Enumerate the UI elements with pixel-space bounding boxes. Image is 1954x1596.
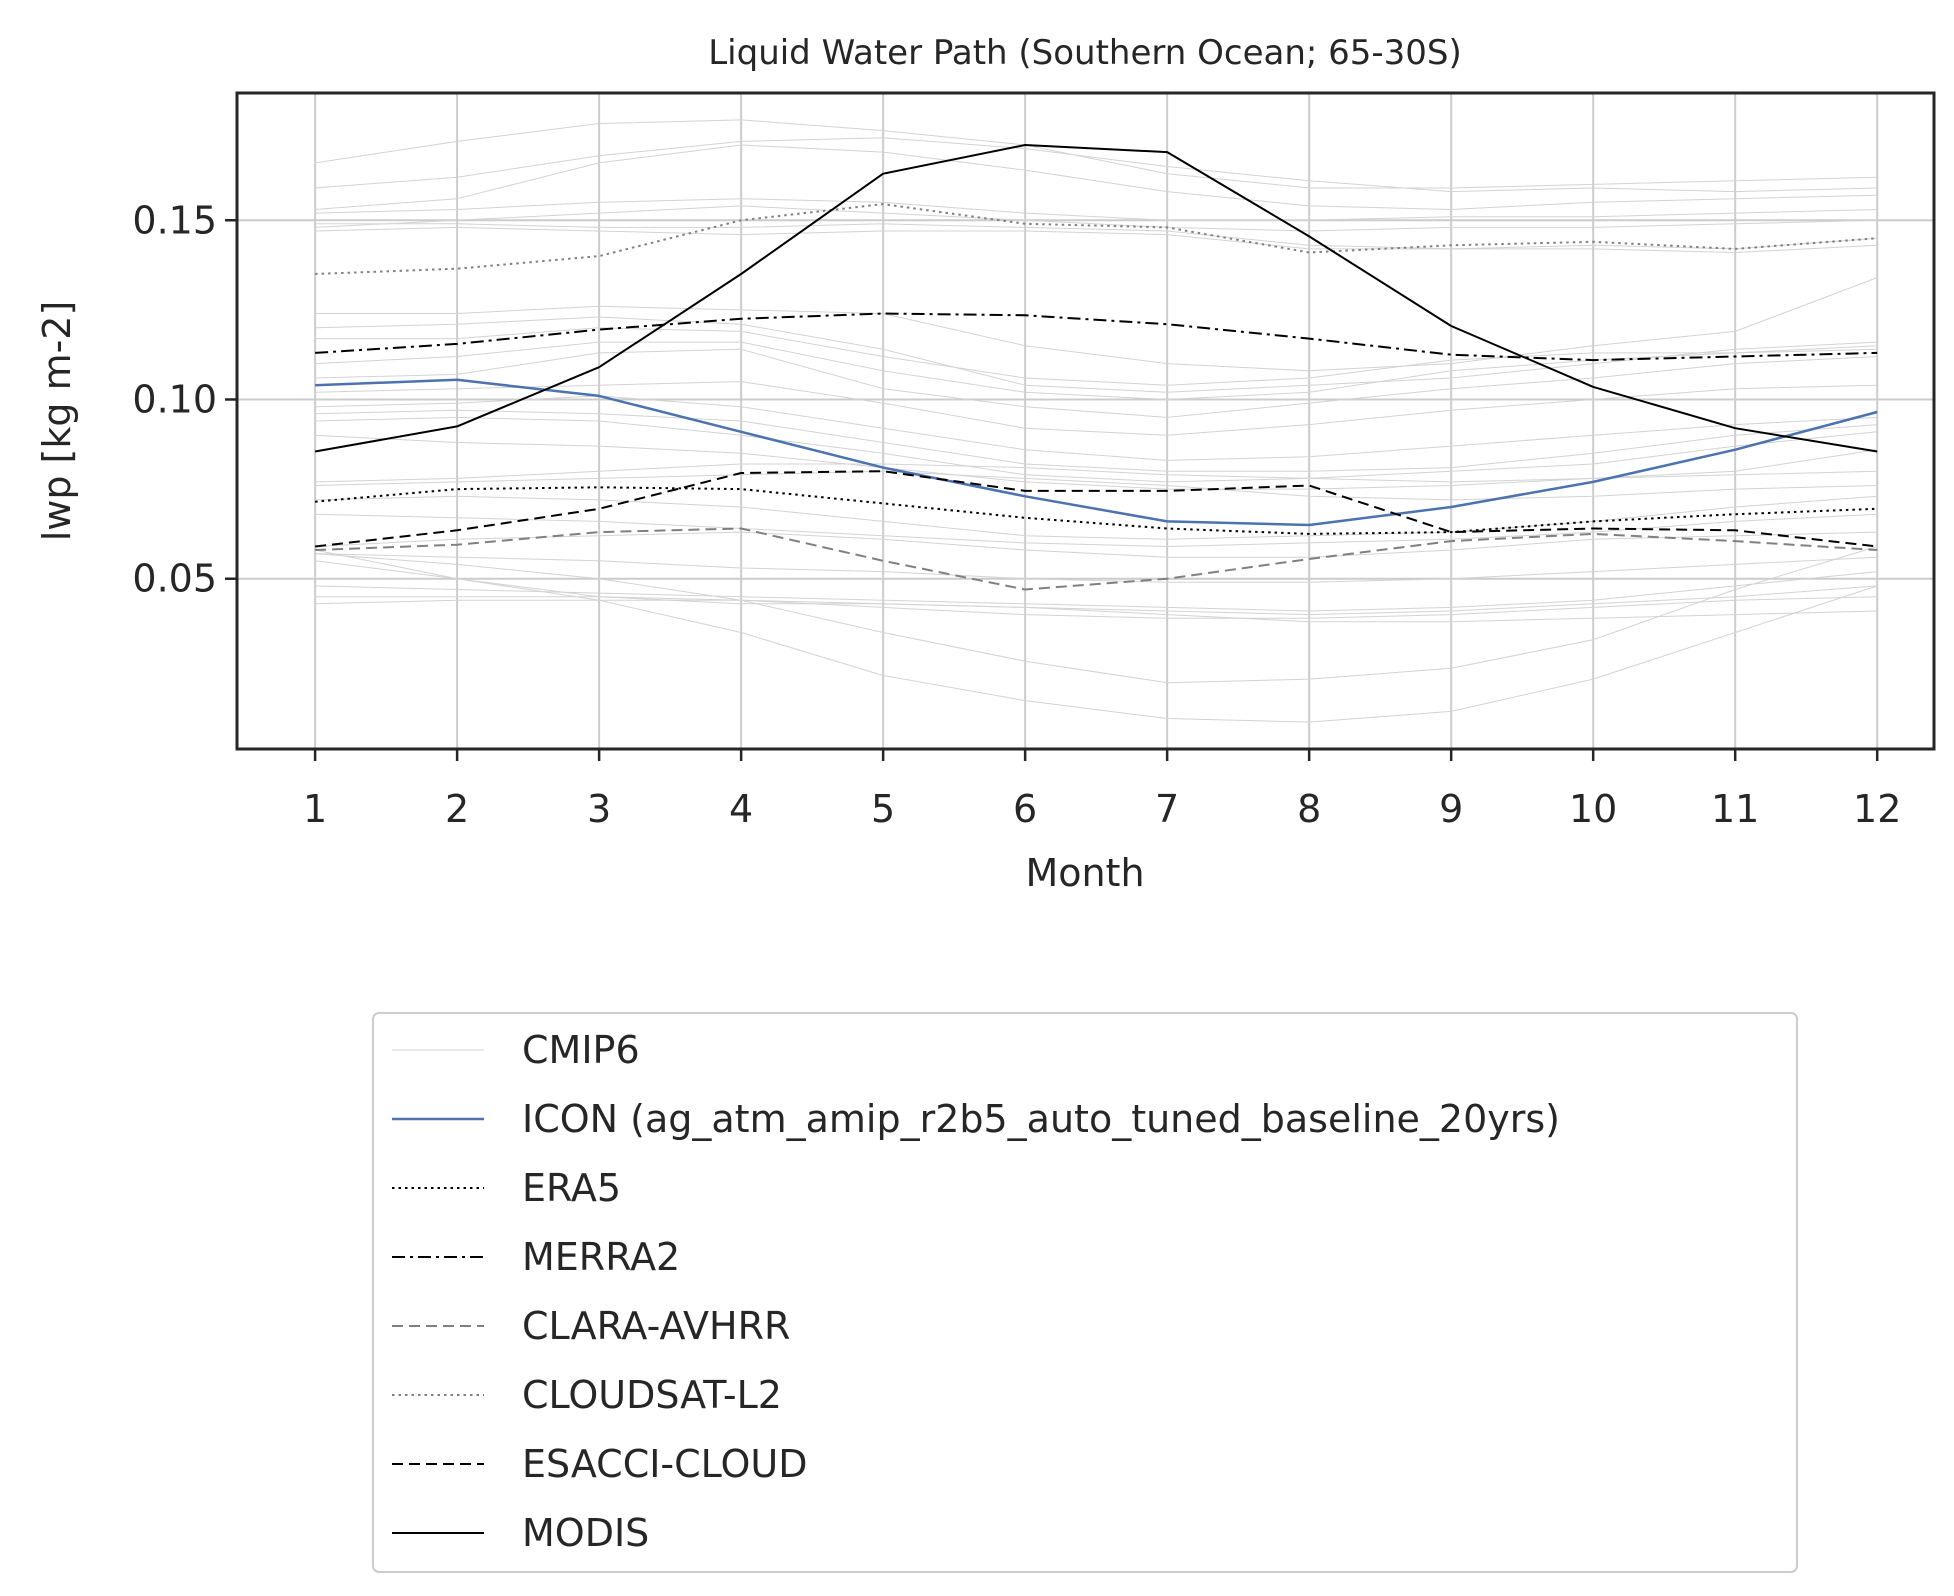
series-line-cmip6-25 [315, 571, 1878, 612]
x-tick-label: 8 [1297, 787, 1321, 831]
series-line-cmip6-23 [315, 553, 1878, 583]
series-line-clara-avhrr [315, 527, 1878, 591]
series-line-cmip6-13 [315, 381, 1878, 436]
series-line-cmip6-3 [315, 144, 1878, 210]
x-tick-label: 3 [587, 787, 611, 831]
series-line-era5 [315, 486, 1878, 535]
series-line-cmip6-28 [315, 549, 1878, 723]
series-line-cmip6-8 [315, 277, 1878, 372]
x-tick-label: 1 [303, 787, 327, 831]
y-axis-label: lwp [kg m-2] [35, 301, 79, 542]
series-line-cmip6-9 [315, 316, 1878, 393]
legend-label-esacci-cloud: ESACCI-CLOUD [522, 1442, 807, 1486]
x-tick-label: 7 [1155, 787, 1179, 831]
x-tick-label: 4 [729, 787, 753, 831]
x-tick-label: 9 [1439, 787, 1463, 831]
series-line-cmip6-10 [315, 327, 1878, 386]
x-tick-label: 11 [1711, 787, 1759, 831]
series-line-cmip6-16 [315, 416, 1878, 483]
x-tick-label: 12 [1853, 787, 1901, 831]
y-tick-label: 0.10 [132, 377, 217, 421]
x-tick-label: 10 [1569, 787, 1617, 831]
legend-label-era5: ERA5 [522, 1166, 621, 1210]
y-axis-ticks: 0.05 0.10 0.15 [132, 198, 237, 601]
legend-label-cmip6: CMIP6 [522, 1028, 640, 1072]
series-line-cmip6-2 [315, 137, 1878, 193]
series-line-cmip6-7 [315, 226, 1878, 250]
y-tick-label: 0.15 [132, 198, 217, 242]
series-line-cmip6-21 [315, 513, 1878, 547]
series-line-cloudsat-l2 [315, 203, 1878, 275]
series-line-cmip6-27 [315, 599, 1878, 623]
series-line-icon-ag-atm-amip-r2b5-auto-tuned-baseline-20yrs [315, 378, 1878, 527]
series-line-cmip6-22 [315, 531, 1878, 558]
legend-label-merra2: MERRA2 [522, 1235, 680, 1279]
series-line-esacci-cloud [314, 470, 1878, 548]
series-line-cmip6-12 [315, 348, 1878, 418]
series-lines [314, 119, 1878, 723]
series-line-cmip6-6 [315, 223, 1878, 253]
x-axis-ticks: 1 2 3 4 5 6 7 8 9 10 11 12 [303, 749, 1901, 831]
series-line-cmip6-4 [315, 198, 1878, 221]
series-line-cmip6-29 [315, 546, 1878, 684]
series-line-cmip6-15 [315, 409, 1878, 472]
series-line-cmip6-1 [315, 119, 1878, 189]
series-line-cmip6-19 [315, 470, 1878, 501]
series-line-cmip6-24 [315, 560, 1878, 616]
legend: CMIP6 ICON (ag_atm_amip_r2b5_auto_tuned_b… [372, 1012, 1798, 1573]
series-line-cmip6-5 [315, 205, 1878, 232]
plot-frame [235, 91, 1936, 751]
x-tick-label: 2 [445, 787, 469, 831]
series-line-merra2 [315, 312, 1878, 362]
legend-box [372, 1012, 1798, 1573]
series-line-cmip6-20 [315, 495, 1878, 540]
legend-label-clara-avhrr: CLARA-AVHRR [522, 1304, 790, 1348]
x-tick-label: 6 [1013, 787, 1037, 831]
x-tick-label: 5 [871, 787, 895, 831]
legend-label-modis: MODIS [522, 1511, 649, 1555]
x-axis-label: Month [1025, 851, 1144, 895]
series-line-cmip6-14 [315, 395, 1878, 461]
series-line-modis [314, 144, 1878, 453]
chart-title: Liquid Water Path (Southern Ocean; 65-30… [708, 33, 1462, 73]
legend-label-icon-ag-atm-amip-r2b5-auto-tuned-baseline-20yrs: ICON (ag_atm_amip_r2b5_auto_tuned_baseli… [522, 1097, 1560, 1141]
legend-label-cloudsat-l2: CLOUDSAT-L2 [522, 1373, 782, 1417]
y-tick-label: 0.05 [132, 557, 217, 601]
